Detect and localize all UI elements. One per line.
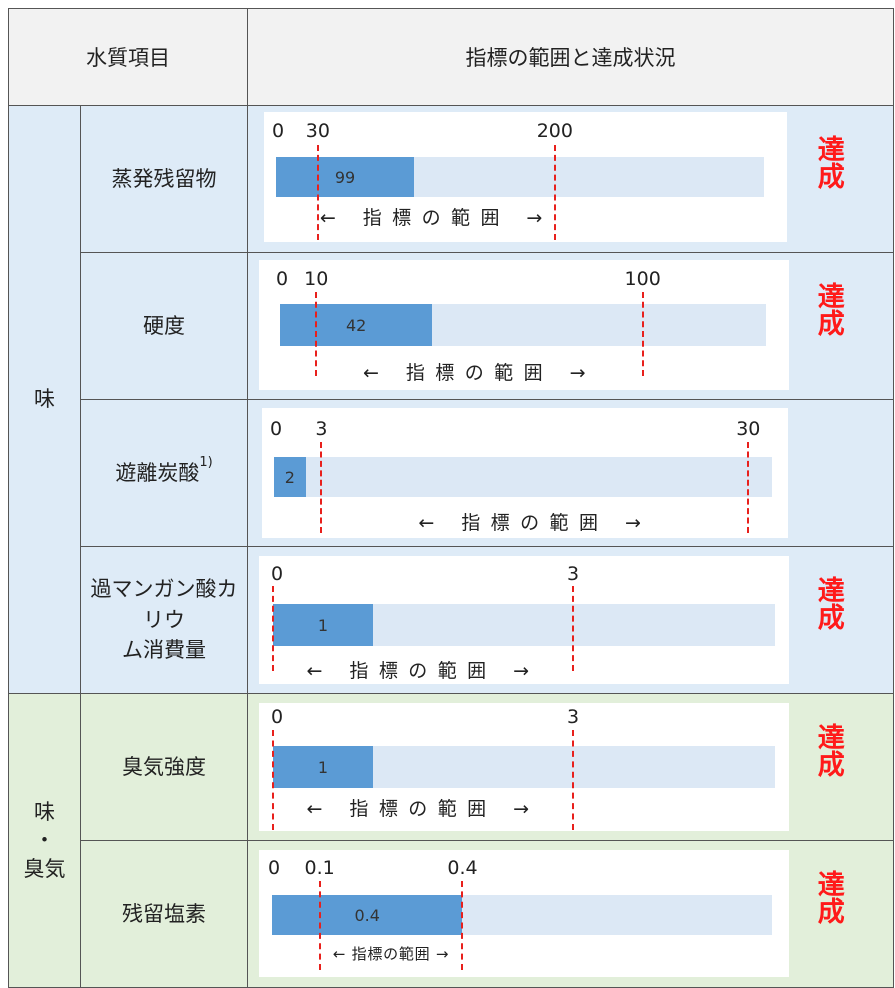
range-max-line	[553, 145, 556, 240]
item-name-cell: 蒸発残留物	[80, 105, 248, 253]
status-achieved: 達成	[812, 282, 844, 336]
range-min-line	[320, 442, 323, 533]
bar-value-label: 42	[345, 315, 367, 335]
bar-value: 42	[280, 304, 433, 346]
bar-value-label: 2	[284, 467, 295, 487]
group-taste-odor-label: 味・臭気	[23, 799, 66, 881]
range-caption: ← 指標の範囲 →	[319, 207, 553, 229]
item-name-label: 臭気強度	[118, 752, 210, 782]
range-caption: ← 指標の範囲 →	[418, 512, 652, 534]
range-min-line	[318, 881, 321, 970]
range-max-line	[572, 586, 574, 671]
item-name-text: 臭気強度	[122, 754, 206, 779]
tick-range-max-label: 0.4	[447, 857, 478, 879]
item-name-cell: 硬度	[80, 252, 248, 400]
header-status-label: 指標の範囲と達成状況	[465, 46, 676, 70]
bar-value-label: 0.4	[354, 905, 380, 925]
item-name-line: 過マンガン酸カリウ	[90, 577, 238, 632]
range-caption: ← 指標の範囲 →	[306, 660, 540, 682]
item-name-cell: 過マンガン酸カリウム消費量	[80, 546, 248, 694]
group-taste-cell: 味	[8, 105, 81, 694]
group-taste-odor-cell: 味・臭気	[8, 693, 81, 988]
item-name-label: 過マンガン酸カリウム消費量	[81, 574, 247, 665]
bar-value: 1	[273, 746, 373, 788]
tick-range-min-label: 30	[305, 120, 330, 142]
status-achieved: 達成	[812, 870, 844, 924]
status-achieved: 達成	[812, 135, 844, 189]
range-max-line	[572, 730, 574, 830]
bar-value: 0.4	[272, 895, 463, 935]
tick-zero-label: 0	[268, 857, 281, 879]
item-footnote-marker: 1)	[199, 454, 213, 470]
range-min-line	[272, 730, 274, 830]
tick-range-max-label: 3	[566, 706, 580, 728]
range-max-line	[461, 881, 464, 970]
range-min-line	[315, 292, 318, 376]
range-caption: ← 指標の範囲 →	[306, 798, 540, 820]
range-min-line	[316, 145, 319, 240]
item-name-cell: 臭気強度	[80, 693, 248, 841]
tick-range-min-label: 3	[315, 418, 328, 440]
range-max-line	[747, 442, 750, 533]
tick-range-max-label: 100	[624, 268, 661, 290]
tick-range-min-label: 0	[270, 563, 284, 585]
item-name-label: 残留塩素	[118, 899, 210, 929]
item-name-text: 蒸発残留物	[111, 166, 217, 191]
header-item-label: 水質項目	[86, 46, 170, 70]
range-caption: ← 指標の範囲 →	[332, 945, 450, 963]
tick-zero-label: 0	[272, 120, 285, 142]
item-name-label: 蒸発残留物	[108, 164, 221, 194]
range-max-line	[641, 292, 644, 376]
item-name-cell: 遊離炭酸1)	[80, 399, 248, 547]
item-name-line: ム消費量	[122, 638, 206, 663]
item-name-label: 硬度	[139, 311, 189, 341]
tick-zero-label: 0	[276, 268, 289, 290]
tick-range-max-label: 30	[736, 418, 761, 440]
item-name-label: 遊離炭酸1)	[111, 454, 216, 488]
tick-range-min-label: 0	[270, 706, 284, 728]
group-taste-label: 味	[34, 387, 55, 412]
tick-range-min-label: 0.1	[304, 857, 335, 879]
tick-range-max-label: 3	[566, 563, 580, 585]
item-name-text: 硬度	[143, 313, 185, 338]
bar-value: 2	[274, 457, 306, 497]
status-achieved: 達成	[812, 723, 844, 777]
bar-value-label: 1	[317, 615, 329, 635]
bar-value: 99	[276, 157, 415, 197]
item-name-text: 遊離炭酸	[115, 460, 200, 485]
header-status-cell: 指標の範囲と達成状況	[247, 8, 894, 106]
bar-track	[274, 457, 772, 497]
tick-zero-label: 0	[270, 418, 283, 440]
header-item-cell: 水質項目	[8, 8, 248, 106]
item-name-cell: 残留塩素	[80, 840, 248, 988]
status-achieved: 達成	[812, 576, 844, 630]
bar-value-label: 99	[334, 167, 356, 187]
range-min-line	[272, 586, 274, 671]
tick-range-min-label: 10	[304, 268, 329, 290]
item-name-text: 残留塩素	[122, 901, 206, 926]
bar-value-label: 1	[317, 757, 329, 777]
bar-value: 1	[273, 604, 373, 646]
range-caption: ← 指標の範囲 →	[362, 362, 596, 384]
tick-range-max-label: 200	[536, 120, 573, 142]
